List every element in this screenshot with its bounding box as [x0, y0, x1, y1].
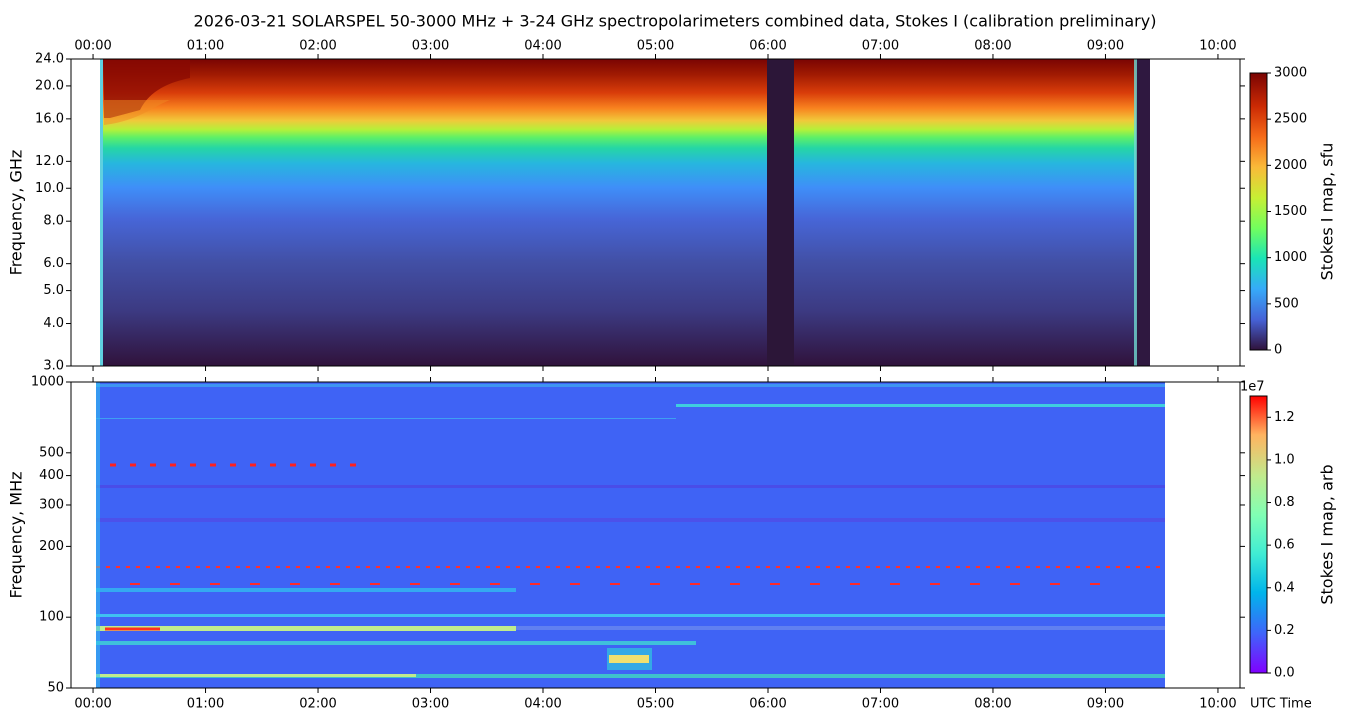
x-tick-label: 06:00 [749, 697, 786, 712]
y-tick-label: 12.0 [35, 154, 64, 169]
x-tick-label: 10:00 [1199, 39, 1236, 54]
x-tick-label: 05:00 [637, 697, 674, 712]
colorbar-tick-label: 500 [1274, 296, 1299, 311]
x-tick-label: 03:00 [412, 39, 449, 54]
colorbar-tick-label: 0.4 [1274, 580, 1295, 595]
x-tick-label: 01:00 [187, 697, 224, 712]
colorbar-tick-label: 0.8 [1274, 495, 1295, 510]
y-tick-label: 16.0 [35, 111, 64, 126]
y-tick-label: 24.0 [35, 52, 64, 67]
y-tick-label: 1000 [31, 375, 64, 390]
colorbar-tick-label: 0 [1274, 343, 1282, 358]
y-tick-label: 200 [39, 539, 64, 554]
colorbar-tick-label: 2000 [1274, 158, 1307, 173]
y-tick-label: 4.0 [43, 316, 64, 331]
colorbar [1249, 72, 1268, 351]
y-tick-label: 50 [47, 681, 64, 696]
colorbar-tick-label: 1.2 [1274, 410, 1295, 425]
x-tick-label: 10:00 [1199, 697, 1236, 712]
x-axis-label: UTC Time [1250, 697, 1312, 712]
y-tick-label: 500 [39, 445, 64, 460]
colorbar-tick-label: 1000 [1274, 250, 1307, 265]
colorbar-tick-label: 0.0 [1274, 666, 1295, 681]
x-tick-label: 09:00 [1087, 39, 1124, 54]
y-tick-label: 6.0 [43, 256, 64, 271]
colorbar [1249, 395, 1268, 674]
spectrogram-bottom [96, 382, 1165, 688]
x-tick-label: 02:00 [299, 39, 336, 54]
x-tick-label: 00:00 [74, 697, 111, 712]
x-tick-label: 07:00 [862, 697, 899, 712]
y-tick-label: 8.0 [43, 214, 64, 229]
spectrogram-top [100, 59, 1150, 366]
y-tick-label: 300 [39, 497, 64, 512]
x-tick-label: 01:00 [187, 39, 224, 54]
colorbar-tick-label: 1500 [1274, 204, 1307, 219]
colorbar-label: Stokes I map, sfu [1318, 143, 1337, 281]
y-axis-label: Frequency, GHz [7, 150, 26, 276]
x-tick-label: 08:00 [974, 39, 1011, 54]
colorbar-tick-label: 2500 [1274, 112, 1307, 127]
x-tick-label: 06:00 [749, 39, 786, 54]
colorbar-tick-label: 1.0 [1274, 452, 1295, 467]
y-tick-label: 100 [39, 610, 64, 625]
x-tick-label: 04:00 [524, 39, 561, 54]
chart-title: 2026-03-21 SOLARSPEL 50-3000 MHz + 3-24 … [194, 12, 1157, 31]
colorbar-tick-label: 0.6 [1274, 538, 1295, 553]
y-tick-label: 400 [39, 468, 64, 483]
colorbar-label: Stokes I map, arb [1318, 464, 1337, 604]
x-tick-label: 05:00 [637, 39, 674, 54]
colorbar-tick-label: 3000 [1274, 66, 1307, 81]
y-tick-label: 5.0 [43, 283, 64, 298]
x-tick-label: 04:00 [524, 697, 561, 712]
y-tick-label: 3.0 [43, 359, 64, 374]
x-tick-label: 00:00 [74, 39, 111, 54]
colorbar-tick-label: 0.2 [1274, 623, 1295, 638]
y-tick-label: 20.0 [35, 78, 64, 93]
x-tick-label: 08:00 [974, 697, 1011, 712]
x-tick-label: 09:00 [1087, 697, 1124, 712]
x-tick-label: 03:00 [412, 697, 449, 712]
y-axis-label: Frequency, MHz [7, 471, 26, 598]
x-tick-label: 07:00 [862, 39, 899, 54]
y-tick-label: 10.0 [35, 181, 64, 196]
colorbar-offset: 1e7 [1240, 380, 1265, 395]
x-tick-label: 02:00 [299, 697, 336, 712]
